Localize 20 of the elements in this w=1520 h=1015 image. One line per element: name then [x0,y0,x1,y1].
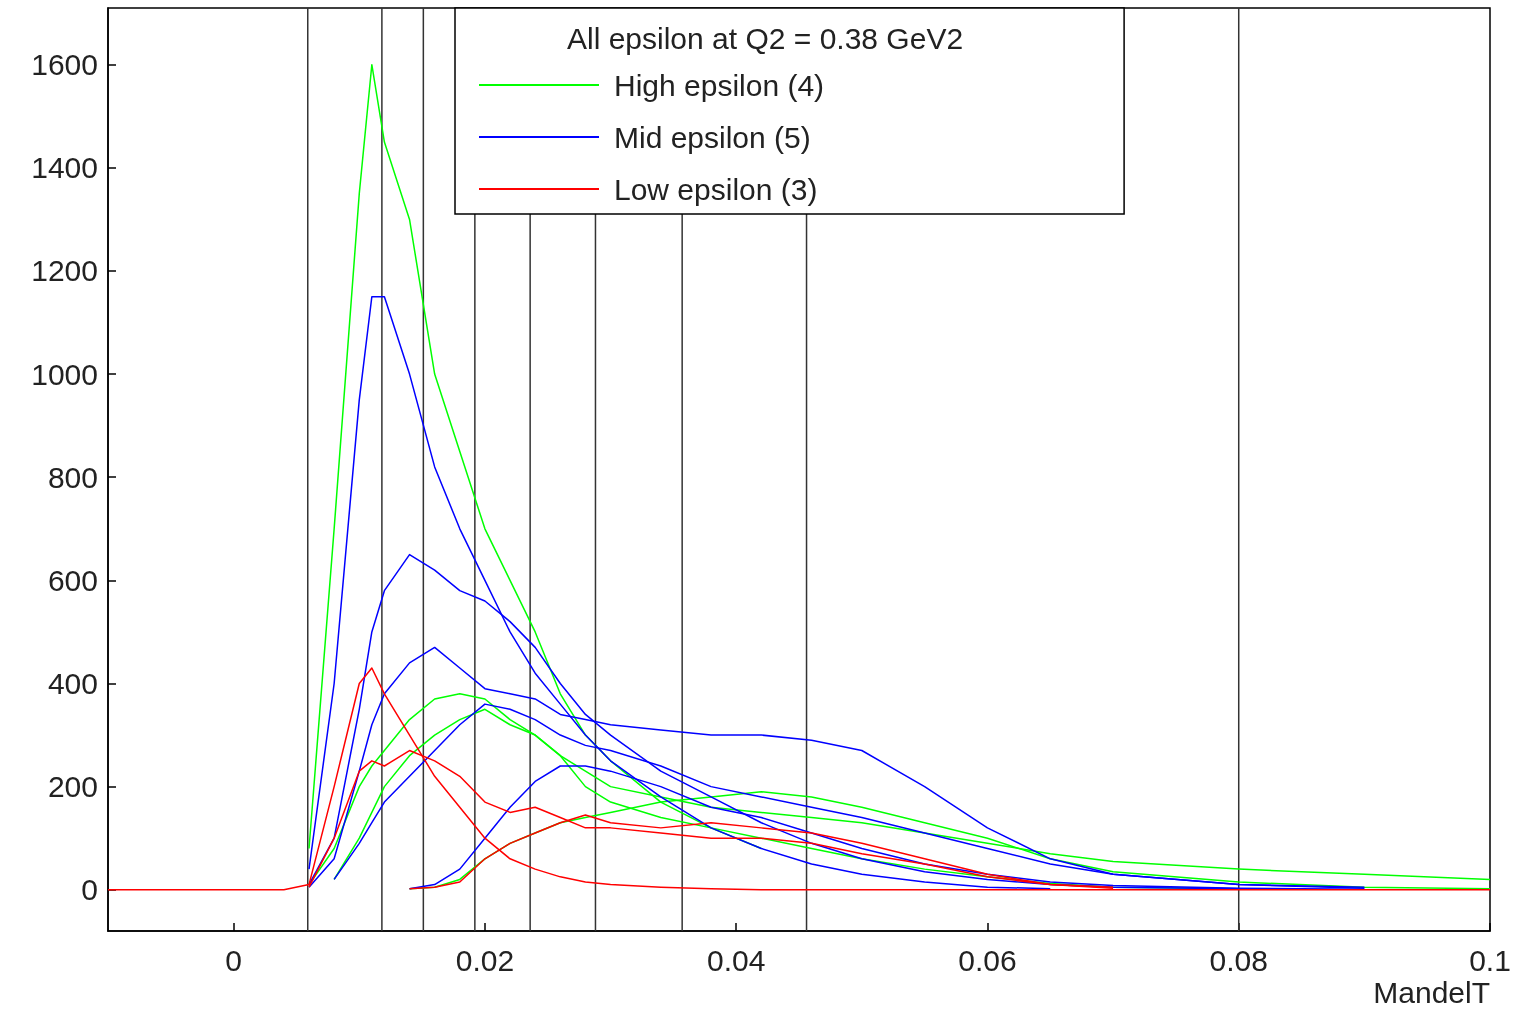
y-tick-label: 0 [81,873,98,907]
legend-title: All epsilon at Q2 = 0.38 GeV2 [567,21,964,55]
legend-label: Mid epsilon (5) [614,120,811,154]
x-tick-label: 0.1 [1469,943,1511,977]
y-tick-label: 800 [47,460,98,494]
y-tick-label: 1200 [31,254,98,288]
x-tick-label: 0 [225,943,242,977]
y-tick-label: 1000 [31,357,98,391]
legend-label: High epsilon (4) [614,68,825,102]
legend-label: Low epsilon (3) [614,172,818,206]
y-tick-label: 600 [47,563,98,597]
x-tick-label: 0.04 [706,943,766,977]
y-tick-label: 400 [47,666,98,700]
x-tick-label: 0.02 [455,943,515,977]
x-axis-title: MandelT [1373,975,1490,1009]
y-tick-label: 1400 [31,151,98,185]
x-tick-label: 0.08 [1209,943,1268,977]
y-tick-label: 200 [47,770,98,804]
y-tick-label: 1600 [31,48,98,82]
x-tick-label: 0.06 [958,943,1017,977]
